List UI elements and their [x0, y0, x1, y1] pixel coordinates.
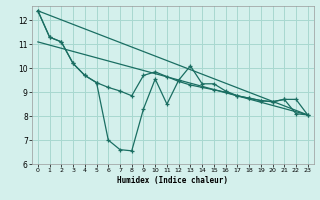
X-axis label: Humidex (Indice chaleur): Humidex (Indice chaleur): [117, 176, 228, 185]
